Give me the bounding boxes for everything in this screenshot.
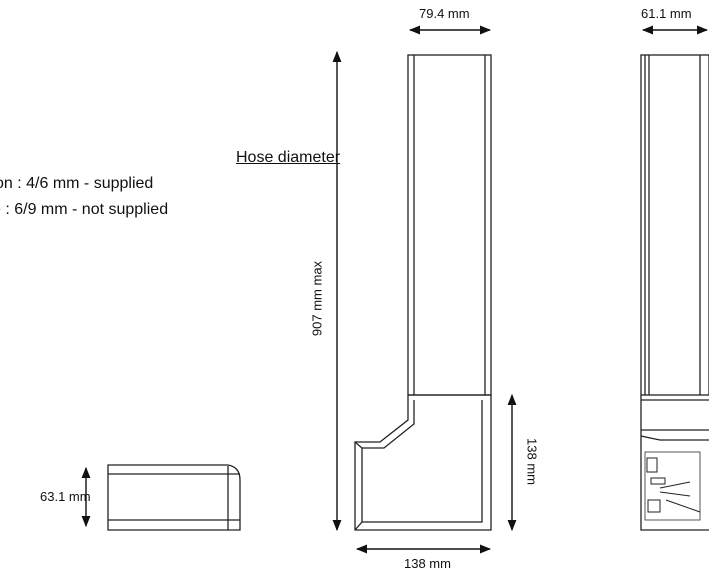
hose-diameter-title: Hose diameter [236,149,341,166]
cover-piece [107,464,241,531]
side-width-label: 61.1 mm [641,6,692,21]
hose-line-not-supplied: e : 6/9 mm - not supplied [0,201,169,218]
side-view-fitting [644,451,701,521]
cover-height-label: 63.1 mm [40,489,91,504]
bend-width-label: 138 mm [404,556,451,571]
bend-height-label: 138 mm [524,438,540,485]
front-view-bend [354,395,492,531]
front-view-duct [407,54,492,396]
hose-line-supplied: on : 4/6 mm - supplied [0,175,154,192]
total-height-label: 907 mm max [309,260,325,337]
side-view-duct [640,54,709,531]
front-width-label: 79.4 mm [419,6,470,21]
